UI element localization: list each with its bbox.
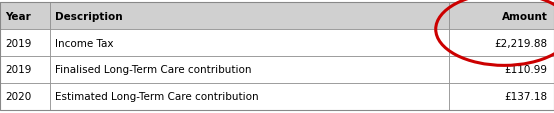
Bar xyxy=(50,30,449,56)
Text: Amount: Amount xyxy=(501,12,547,22)
Bar xyxy=(449,83,554,110)
Bar xyxy=(50,56,449,83)
Text: Finalised Long-Term Care contribution: Finalised Long-Term Care contribution xyxy=(55,65,252,75)
Text: 2020: 2020 xyxy=(6,91,32,101)
Bar xyxy=(0,83,50,110)
Text: Estimated Long-Term Care contribution: Estimated Long-Term Care contribution xyxy=(55,91,259,101)
Text: 2019: 2019 xyxy=(6,38,32,48)
Text: £2,219.88: £2,219.88 xyxy=(494,38,547,48)
Bar xyxy=(449,30,554,56)
Text: 2019: 2019 xyxy=(6,65,32,75)
Bar xyxy=(50,83,449,110)
Text: £110.99: £110.99 xyxy=(504,65,547,75)
Bar xyxy=(0,56,50,83)
Text: Year: Year xyxy=(6,12,31,22)
Bar xyxy=(50,3,449,30)
Text: £137.18: £137.18 xyxy=(504,91,547,101)
Text: Income Tax: Income Tax xyxy=(55,38,114,48)
Bar xyxy=(449,56,554,83)
Bar xyxy=(0,3,50,30)
Bar xyxy=(449,3,554,30)
Bar xyxy=(0,30,50,56)
Text: Description: Description xyxy=(55,12,123,22)
